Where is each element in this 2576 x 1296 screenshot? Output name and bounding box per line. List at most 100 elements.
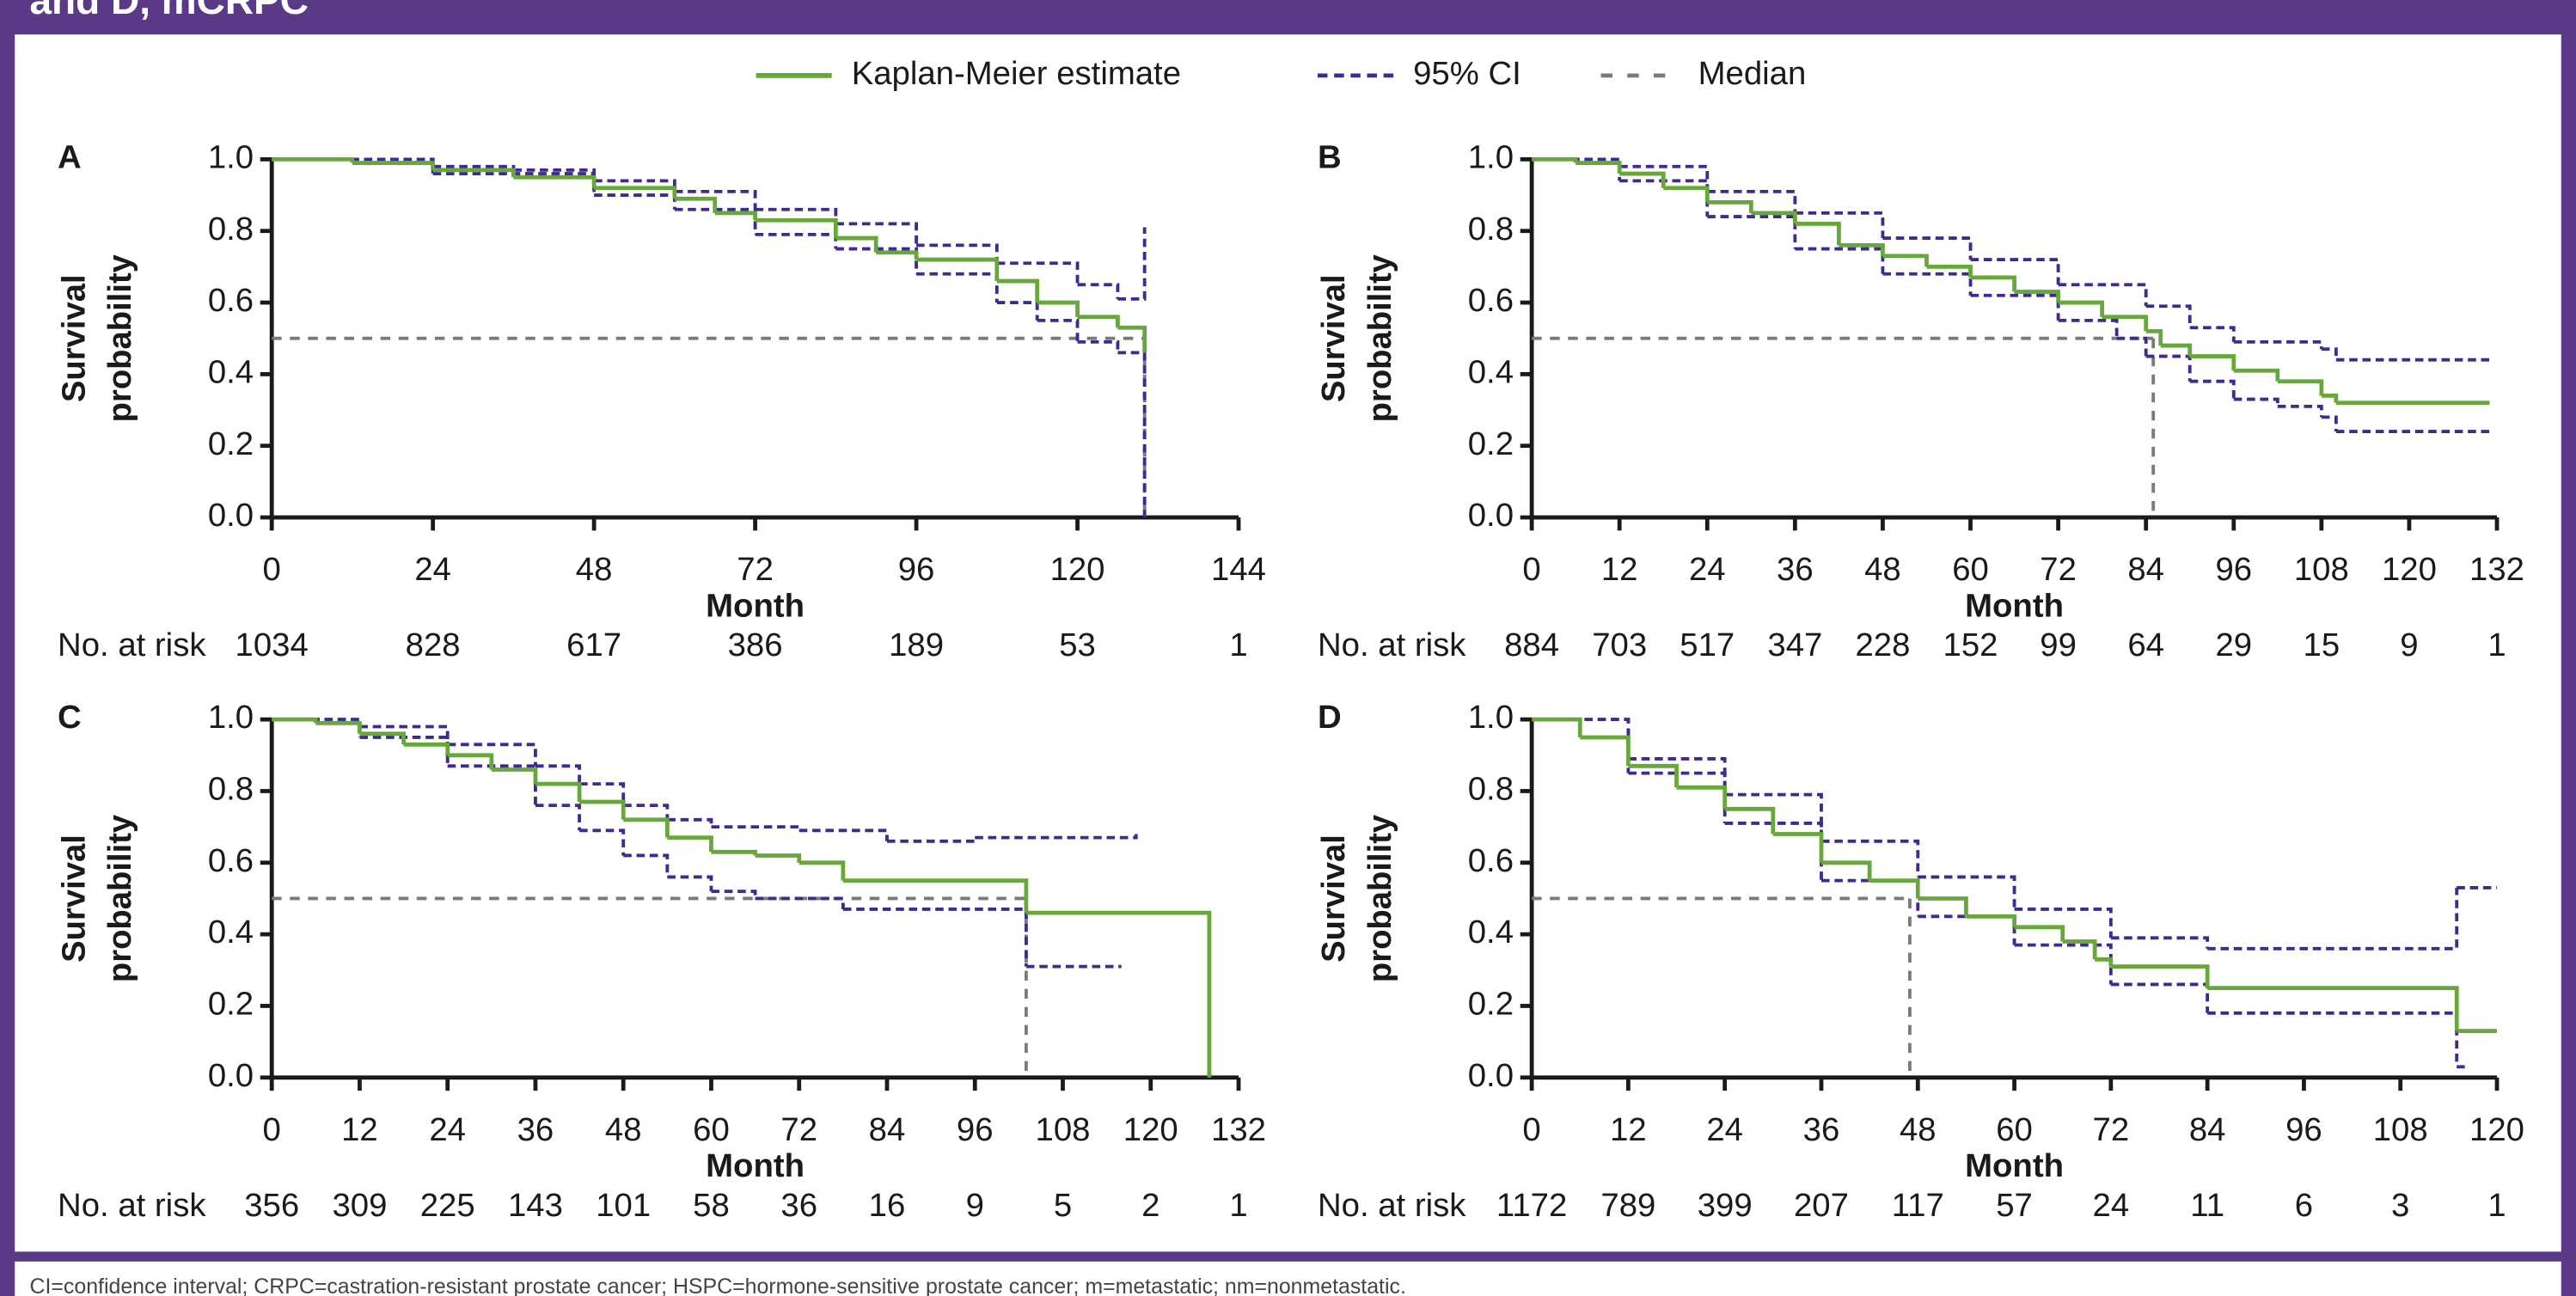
ci-upper-step <box>1724 792 1823 841</box>
x-tick-label: 72 <box>2040 551 2077 588</box>
km-step <box>798 860 846 881</box>
at-risk-label: No. at risk <box>58 1187 206 1224</box>
ci-upper-step <box>2145 304 2192 328</box>
km-step <box>2095 957 2114 967</box>
ci-lower-step <box>674 207 757 235</box>
at-risk-value: 36 <box>780 1187 817 1224</box>
km-step <box>2058 300 2105 317</box>
ci-lower-step <box>1077 339 1120 353</box>
x-axis-label: Month <box>1965 1147 2064 1184</box>
ci-upper-step <box>996 261 1080 285</box>
y-tick-label: 1.0 <box>208 699 254 736</box>
ci-lower-step <box>623 853 670 877</box>
ci-upper-step <box>447 743 537 767</box>
km-step <box>1628 763 1679 788</box>
at-risk-value: 1172 <box>1496 1187 1567 1224</box>
x-tick-label: 60 <box>693 1111 730 1148</box>
ci-lower-step <box>2116 336 2148 357</box>
y-axis-label: Survival <box>55 274 92 402</box>
at-risk-value: 6 <box>2295 1187 2313 1224</box>
km-step <box>352 161 436 170</box>
km-step <box>535 781 582 802</box>
x-tick-label: 96 <box>898 551 935 588</box>
ci-upper-step <box>1117 227 1147 301</box>
at-risk-value: 228 <box>1855 627 1910 663</box>
ci-upper-step <box>1970 258 2060 285</box>
x-tick-label: 84 <box>2127 551 2164 588</box>
x-tick-label: 36 <box>1777 551 1814 588</box>
at-risk-value: 29 <box>2215 627 2252 663</box>
ci-upper-step <box>1918 875 2016 909</box>
x-tick-label: 12 <box>1610 1111 1647 1148</box>
at-risk-value: 24 <box>2093 1187 2130 1224</box>
km-step <box>2321 394 2339 403</box>
ci-upper-step <box>2321 347 2338 360</box>
at-risk-value: 347 <box>1767 627 1822 663</box>
at-risk-value: 152 <box>1943 627 1998 663</box>
km-step <box>1918 896 1968 917</box>
legend-label: Kaplan-Meier estimate <box>852 55 1181 92</box>
ci-upper-step <box>2207 887 2459 951</box>
x-tick-label: 96 <box>2285 1111 2322 1148</box>
y-tick-label: 0.8 <box>208 211 254 248</box>
km-step <box>2277 379 2324 396</box>
x-tick-label: 60 <box>1952 551 1989 588</box>
km-step <box>1839 243 1885 256</box>
y-tick-label: 0.4 <box>1468 914 1514 951</box>
y-tick-label: 0.2 <box>1468 986 1514 1023</box>
ci-upper-step <box>975 834 1138 840</box>
ci-upper-step <box>359 724 450 745</box>
x-tick-label: 48 <box>1864 551 1901 588</box>
x-tick-label: 48 <box>605 1111 642 1148</box>
x-tick-label: 12 <box>1601 551 1638 588</box>
ci-upper-step <box>1882 236 1973 260</box>
ci-upper-step <box>2014 908 2113 938</box>
at-risk-value: 1 <box>1229 627 1247 663</box>
at-risk-label: No. at risk <box>58 627 206 663</box>
y-axis-label: Survival <box>1315 834 1352 963</box>
x-tick-label: 108 <box>2294 551 2349 588</box>
km-step <box>623 817 670 838</box>
ci-lower-step <box>1619 179 1710 217</box>
x-tick-label: 144 <box>1211 551 1266 588</box>
y-tick-label: 0.0 <box>1468 497 1514 534</box>
km-step <box>2110 964 2210 988</box>
legend-label: 95% CI <box>1413 55 1521 92</box>
ci-lower-step <box>711 889 757 899</box>
y-tick-label: 0.0 <box>208 497 254 534</box>
x-tick-label: 24 <box>414 551 451 588</box>
km-step <box>315 720 362 734</box>
x-tick-label: 60 <box>1996 1111 2033 1148</box>
y-tick-label: 1.0 <box>208 139 254 176</box>
at-risk-value: 399 <box>1698 1187 1753 1224</box>
panel-label: A <box>58 139 82 176</box>
km-step <box>1869 878 1920 899</box>
at-risk-value: 58 <box>693 1187 730 1224</box>
ci-lower-step <box>2321 415 2338 432</box>
ci-lower-step <box>1707 215 1797 249</box>
at-risk-value: 703 <box>1592 627 1647 663</box>
ci-upper-step <box>2110 936 2210 949</box>
y-tick-label: 0.8 <box>1468 211 1514 248</box>
km-step <box>1532 157 1578 163</box>
km-step <box>755 217 838 239</box>
y-axis-label: Survival <box>1315 274 1352 402</box>
km-step <box>996 278 1040 303</box>
at-risk-value: 53 <box>1059 627 1096 663</box>
y-tick-label: 0.8 <box>1468 771 1514 808</box>
ci-upper-step <box>755 207 838 224</box>
km-step <box>835 235 878 253</box>
x-tick-label: 132 <box>1211 1111 1266 1148</box>
km-step <box>1676 785 1728 810</box>
km-step <box>876 250 919 260</box>
km-step <box>1751 211 1797 224</box>
y-tick-label: 0.2 <box>208 425 254 462</box>
ci-lower-step <box>2189 379 2236 400</box>
at-risk-value: 2 <box>1141 1187 1160 1224</box>
at-risk-value: 3 <box>2391 1187 2409 1224</box>
ci-upper-step <box>513 168 597 181</box>
km-step <box>1926 265 1973 278</box>
km-step <box>2102 315 2149 332</box>
at-risk-value: 16 <box>869 1187 906 1224</box>
km-step <box>2145 329 2163 346</box>
